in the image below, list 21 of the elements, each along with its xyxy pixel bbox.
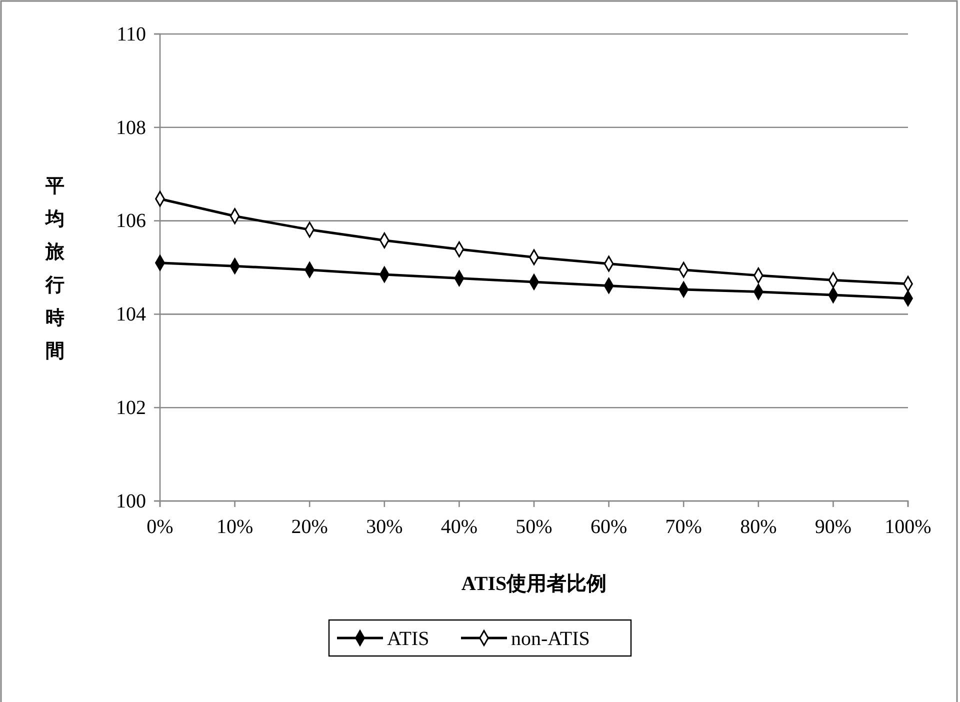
y-tick-label: 110 [116, 23, 146, 46]
x-tick-label: 10% [216, 516, 254, 538]
x-tick-label: 90% [814, 516, 852, 538]
x-tick-label: 0% [146, 516, 174, 538]
y-tick-label: 104 [116, 304, 146, 326]
x-tick-label: 80% [740, 516, 777, 538]
y-tick-label: 106 [116, 210, 146, 232]
x-tick-label: 20% [291, 516, 328, 538]
y-axis-title: 平均旅行時間 [44, 176, 66, 362]
x-tick-label: 30% [366, 516, 403, 538]
y-tick-label: 102 [116, 397, 146, 419]
x-tick-label: 50% [516, 516, 552, 538]
y-tick-label: 100 [116, 490, 146, 512]
y-tick-label: 108 [116, 116, 146, 139]
legend-label: ATIS [387, 628, 430, 650]
x-tick-label: 100% [884, 516, 932, 538]
x-axis-title: ATIS使用者比例 [461, 573, 607, 595]
x-tick-label: 60% [590, 516, 628, 538]
legend-label: non-ATIS [511, 628, 590, 650]
x-tick-label: 40% [440, 516, 478, 538]
x-tick-label: 70% [665, 516, 702, 538]
